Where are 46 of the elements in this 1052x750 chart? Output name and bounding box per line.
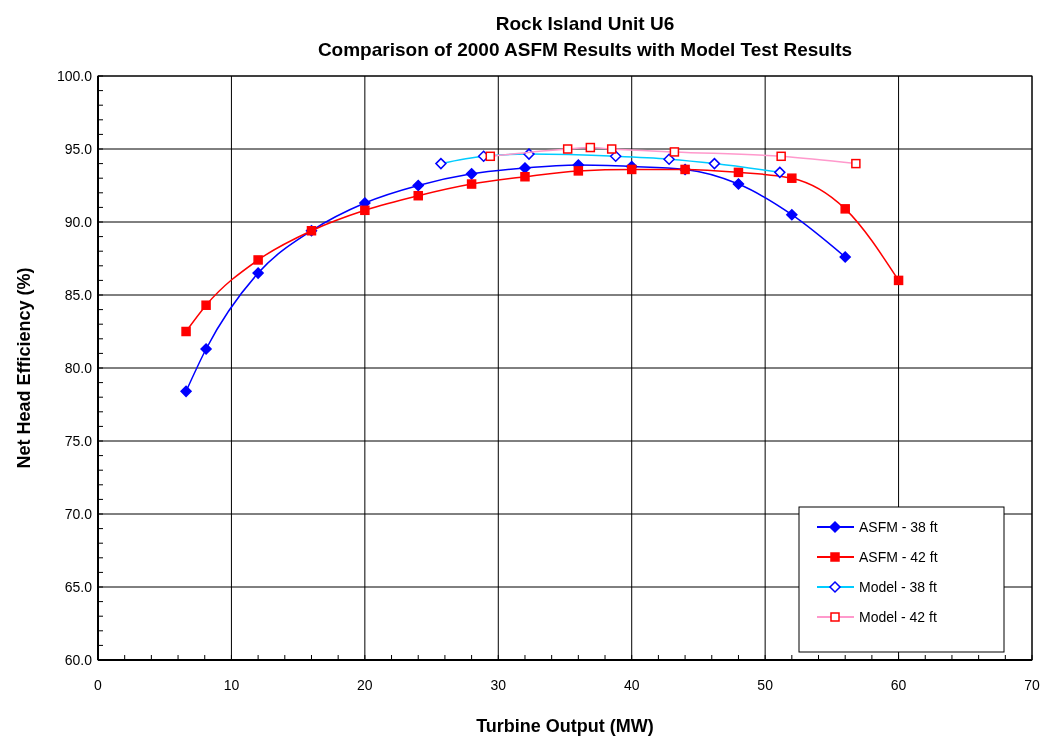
point — [626, 164, 637, 175]
x-tick-label: 40 — [623, 677, 640, 693]
point — [840, 204, 850, 214]
point — [253, 255, 263, 265]
x-tick-label: 30 — [490, 677, 507, 693]
x-tick-label: 70 — [1024, 677, 1040, 693]
y-axis-title: Net Head Efficiency (%) — [14, 267, 34, 469]
point — [180, 385, 192, 398]
point — [360, 205, 370, 216]
y-tick-label: 85.0 — [64, 287, 93, 303]
point — [786, 208, 798, 221]
y-tick-label: 80.0 — [64, 360, 93, 376]
point — [839, 251, 851, 263]
x-tick-label: 10 — [223, 677, 240, 693]
legend-label: ASFM - 42 ft — [859, 549, 938, 565]
point — [181, 326, 191, 337]
y-tick-label: 75.0 — [64, 433, 93, 449]
x-tick-label: 60 — [890, 677, 907, 693]
point — [732, 178, 745, 190]
point — [893, 275, 904, 286]
y-tick-label: 60.0 — [64, 652, 93, 668]
legend-label: ASFM - 38 ft — [859, 519, 938, 535]
point — [787, 173, 797, 183]
legend-label: Model - 38 ft — [859, 579, 937, 595]
point — [201, 300, 211, 310]
point — [412, 179, 424, 192]
x-tick-label: 0 — [94, 677, 103, 693]
point — [200, 343, 212, 355]
point — [573, 166, 584, 176]
y-tick-label: 100.0 — [56, 68, 93, 84]
point — [252, 267, 264, 279]
point — [733, 167, 744, 178]
x-axis-title: Turbine Output (MW) — [476, 716, 654, 736]
x-tick-label: 50 — [757, 677, 774, 693]
y-tick-label: 90.0 — [64, 214, 93, 230]
point — [520, 171, 530, 182]
point — [413, 190, 423, 201]
y-tick-label: 70.0 — [64, 506, 93, 522]
point — [466, 179, 477, 189]
chart-title: Rock Island Unit U6 — [495, 13, 675, 34]
y-tick-label: 95.0 — [64, 141, 93, 157]
legend-label: Model - 42 ft — [859, 609, 937, 625]
chart-subtitle: Comparison of 2000 ASFM Results with Model Test Results — [317, 39, 853, 60]
point — [465, 168, 478, 180]
y-tick-label: 65.0 — [64, 579, 93, 595]
x-tick-label: 20 — [357, 677, 373, 693]
